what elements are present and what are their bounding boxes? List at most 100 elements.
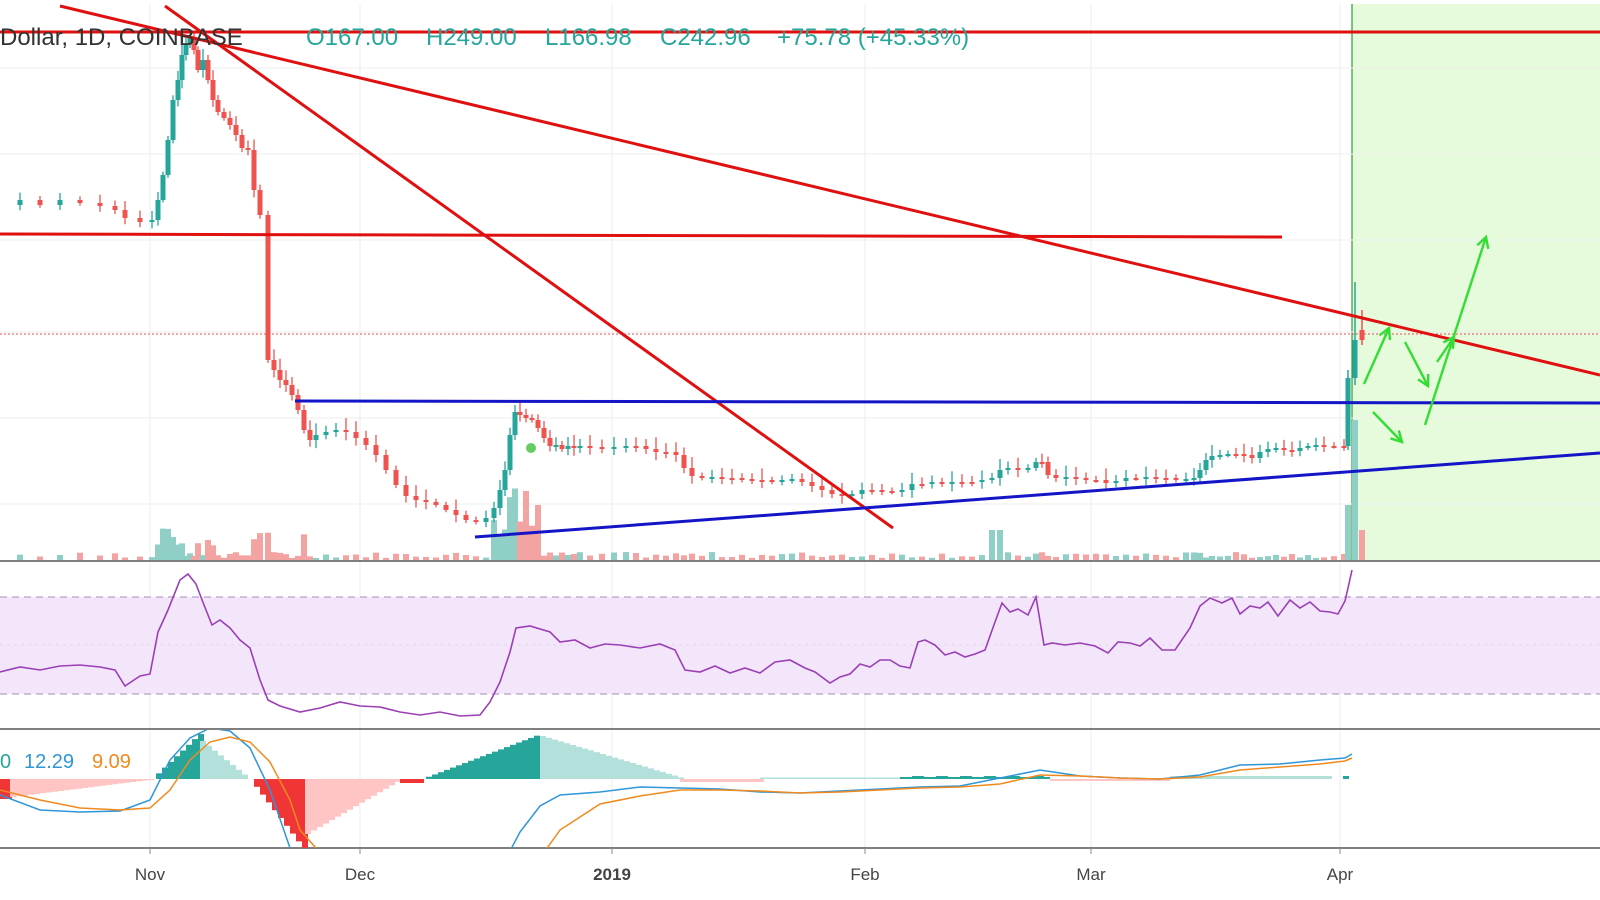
forecast-arrow — [1362, 327, 1391, 385]
candle-body — [1163, 478, 1169, 480]
candle-body — [1033, 462, 1039, 468]
macd-hist-bar — [272, 779, 278, 811]
macd-hist-bar — [462, 763, 468, 779]
macd-hist-bar — [156, 773, 162, 779]
macd-hist-bar — [1152, 779, 1158, 781]
candle-body — [829, 490, 835, 494]
volume-bar — [1209, 555, 1215, 560]
volume-bar — [497, 534, 503, 560]
candle-body — [709, 477, 715, 479]
candle-body — [1093, 480, 1099, 482]
macd-hist-bar — [1146, 779, 1152, 781]
volume-bar — [889, 553, 895, 560]
macd-hist-bar — [486, 753, 492, 779]
macd-hist-bar — [16, 779, 22, 797]
macd-hist-bar — [906, 777, 912, 779]
candle-body — [899, 490, 905, 492]
candle-body — [205, 60, 211, 80]
macd-hist-bar — [236, 769, 242, 779]
volume-bar — [313, 557, 319, 560]
volume-bar — [1203, 557, 1209, 560]
candle-body — [1025, 468, 1031, 470]
candle-body — [1063, 477, 1069, 479]
volume-bar — [529, 525, 535, 560]
macd-hist-bar — [142, 779, 148, 781]
candle-body — [1297, 448, 1303, 451]
candle-body — [1331, 446, 1337, 448]
macd-hist-bar — [1020, 777, 1026, 779]
macd-hist-bar — [978, 777, 984, 779]
macd-hist-bar — [106, 779, 112, 785]
macd-hist-bar — [1272, 776, 1278, 779]
candle-body — [1233, 454, 1239, 456]
volume-bar — [423, 556, 429, 560]
volume-bar — [333, 557, 339, 560]
candle-body — [393, 470, 399, 485]
volume-bar — [483, 557, 489, 560]
vertical-gridlines — [149, 4, 1341, 848]
macd-hist-bar — [600, 754, 606, 779]
macd-hist-bar — [192, 739, 198, 779]
candle-body — [699, 476, 705, 478]
macd-hist-bar — [1140, 779, 1146, 781]
candle-body — [165, 140, 171, 175]
volume-bar — [301, 534, 307, 560]
candle-body — [1015, 468, 1021, 470]
candle-body — [799, 479, 805, 482]
macd-hist-bar — [716, 779, 722, 782]
volume-bar — [221, 557, 227, 560]
volume-bar — [699, 555, 705, 560]
macd-hist-bar — [112, 779, 118, 785]
macd-hist-bar — [558, 741, 564, 779]
macd-hist-bar — [438, 772, 444, 779]
candle-body — [323, 432, 329, 435]
forecast-zone — [1352, 4, 1600, 560]
macd-hist-bar — [912, 776, 918, 779]
volume-bar — [869, 554, 875, 560]
forecast-arrow — [1403, 341, 1430, 387]
macd-hist-bar — [1302, 776, 1308, 779]
macd-hist-bar — [1008, 776, 1014, 779]
macd-hist-bar — [856, 777, 862, 779]
volume-bar — [271, 552, 277, 560]
candle-body — [353, 432, 359, 438]
macd-hist-bar — [371, 779, 377, 796]
volume-bar — [1341, 553, 1347, 560]
volume-bar — [899, 554, 905, 560]
volume-bar — [1225, 555, 1231, 560]
candle-body — [547, 438, 553, 446]
candle-body — [1257, 452, 1263, 458]
candle-body — [1289, 450, 1295, 452]
candle-body — [681, 455, 687, 468]
volume-bar — [779, 554, 785, 560]
volume-bar — [673, 553, 679, 560]
macd-hist-bar — [1116, 779, 1122, 781]
macd-hist-bar — [832, 777, 838, 779]
macd-hist-bar — [212, 750, 218, 779]
macd-hist-bar — [528, 737, 534, 779]
volume-bar — [1321, 557, 1327, 560]
candle-body — [535, 420, 541, 428]
candle-body — [251, 150, 257, 190]
macd-hist-bar — [1224, 776, 1230, 779]
macd-hist-bar — [444, 769, 450, 779]
volume-bar — [97, 555, 103, 560]
macd-hist-bar — [1254, 776, 1260, 779]
candle-body — [779, 480, 785, 482]
volume-bar — [1073, 553, 1079, 560]
volume-bar — [1063, 554, 1069, 560]
macd-hist-bar — [353, 779, 359, 807]
volume-bar — [1297, 557, 1303, 560]
macd-hist-bar — [802, 777, 808, 779]
candle-body — [1143, 477, 1149, 479]
volume-bar — [183, 556, 189, 560]
candle-body — [1073, 477, 1079, 479]
macd-hist-bar — [341, 779, 347, 814]
volume-bar — [363, 557, 369, 560]
macd-hist-bar — [130, 779, 136, 782]
ascending-trendline — [474, 451, 1600, 539]
candle-body — [57, 200, 63, 205]
candle-body — [1345, 378, 1351, 446]
volume-bar — [1123, 554, 1129, 560]
volume-bar — [989, 530, 995, 560]
